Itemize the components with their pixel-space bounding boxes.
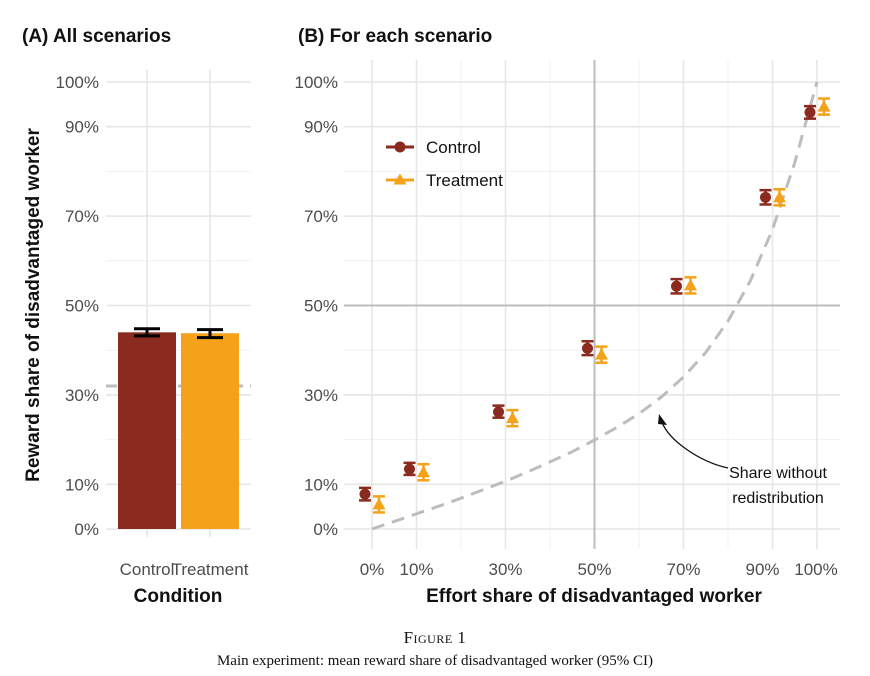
- y-axis-label: Reward share of disadvantaged worker: [23, 128, 44, 482]
- legend-control-label: Control: [426, 138, 481, 157]
- point-control: [404, 463, 415, 475]
- point-treatment: [817, 100, 831, 112]
- annotation-label-line-1: Share without: [729, 465, 827, 482]
- point-control: [493, 406, 504, 418]
- point-control: [804, 106, 816, 118]
- point-control: [760, 191, 771, 203]
- y-tick-label-b: 50%: [304, 297, 338, 316]
- legend-treatment-label: Treatment: [426, 171, 503, 190]
- point-treatment: [684, 278, 697, 291]
- panel-a-x-axis-label: Condition: [134, 586, 223, 607]
- y-tick-label-a: 30%: [65, 386, 99, 405]
- bar-control: [118, 332, 176, 529]
- annotation-arrow: [661, 421, 729, 469]
- x-tick-label-b: 50%: [577, 560, 611, 579]
- y-tick-label-b: 30%: [304, 386, 338, 405]
- panel-b-points: [359, 97, 831, 514]
- x-tick-label-a: Control: [120, 560, 175, 579]
- legend: Control Treatment: [386, 138, 503, 190]
- y-tick-label-a: 50%: [65, 297, 99, 316]
- x-tick-label-b: 0%: [360, 560, 385, 579]
- x-tick-label-a: Treatment: [172, 560, 249, 579]
- point-treatment: [417, 465, 430, 478]
- point-treatment: [595, 348, 608, 360]
- panel-a-title: (A) All scenarios: [22, 26, 171, 47]
- reference-curve-annotation: Share without redistribution: [658, 414, 827, 507]
- y-tick-label-b: 70%: [304, 207, 338, 226]
- panel-b-x-axis-label: Effort share of disadvantaged worker: [426, 586, 762, 607]
- legend-treatment-marker: [393, 173, 407, 185]
- annotation-arrowhead: [658, 414, 667, 425]
- figure-caption: Main experiment: mean reward share of di…: [216, 653, 654, 669]
- point-control: [359, 488, 371, 500]
- y-tick-label-b: 10%: [304, 475, 338, 494]
- y-tick-label-a: 70%: [65, 207, 99, 226]
- y-tick-label-b: 100%: [295, 73, 338, 92]
- y-tick-label-b: 90%: [304, 118, 338, 137]
- panel-b-y-ticks: 0% 10% 30% 50% 70% 90% 100%: [295, 73, 338, 539]
- y-tick-label-b: 0%: [313, 520, 338, 539]
- y-tick-label-a: 0%: [74, 520, 99, 539]
- annotation-label-line-2: redistribution: [732, 490, 824, 507]
- panel-b-x-ticks: 0% 10% 30% 50% 70% 90% 100%: [360, 560, 838, 579]
- x-tick-label-b: 90%: [745, 560, 779, 579]
- panel-a-y-ticks: 0% 10% 30% 50% 70% 90% 100%: [56, 73, 99, 539]
- legend-control-marker: [394, 141, 406, 153]
- x-tick-label-b: 100%: [794, 560, 837, 579]
- figure-label: Figure 1: [403, 628, 467, 647]
- x-tick-label-b: 30%: [488, 560, 522, 579]
- panel-b: (B) For each scenario 0% 10% 30% 50% 70% 90% 1…: [295, 26, 840, 607]
- panel-b-title: (B) For each scenario: [298, 26, 492, 47]
- bar-treatment: [181, 333, 239, 529]
- y-tick-label-a: 10%: [65, 475, 99, 494]
- x-tick-label-b: 70%: [666, 560, 700, 579]
- panel-a: (A) All scenarios 0%10%30%50%70%90%100% …: [22, 26, 251, 607]
- point-control: [582, 342, 593, 354]
- panel-a-bars: [118, 327, 239, 529]
- y-tick-label-a: 100%: [56, 73, 99, 92]
- panel-b-grid: [344, 60, 840, 549]
- y-tick-label-a: 90%: [65, 118, 99, 137]
- reference-curve: [371, 81, 819, 531]
- point-treatment: [773, 190, 786, 203]
- x-tick-label-b: 10%: [399, 560, 433, 579]
- point-control: [671, 280, 682, 292]
- point-treatment: [506, 411, 519, 424]
- point-treatment: [372, 497, 386, 510]
